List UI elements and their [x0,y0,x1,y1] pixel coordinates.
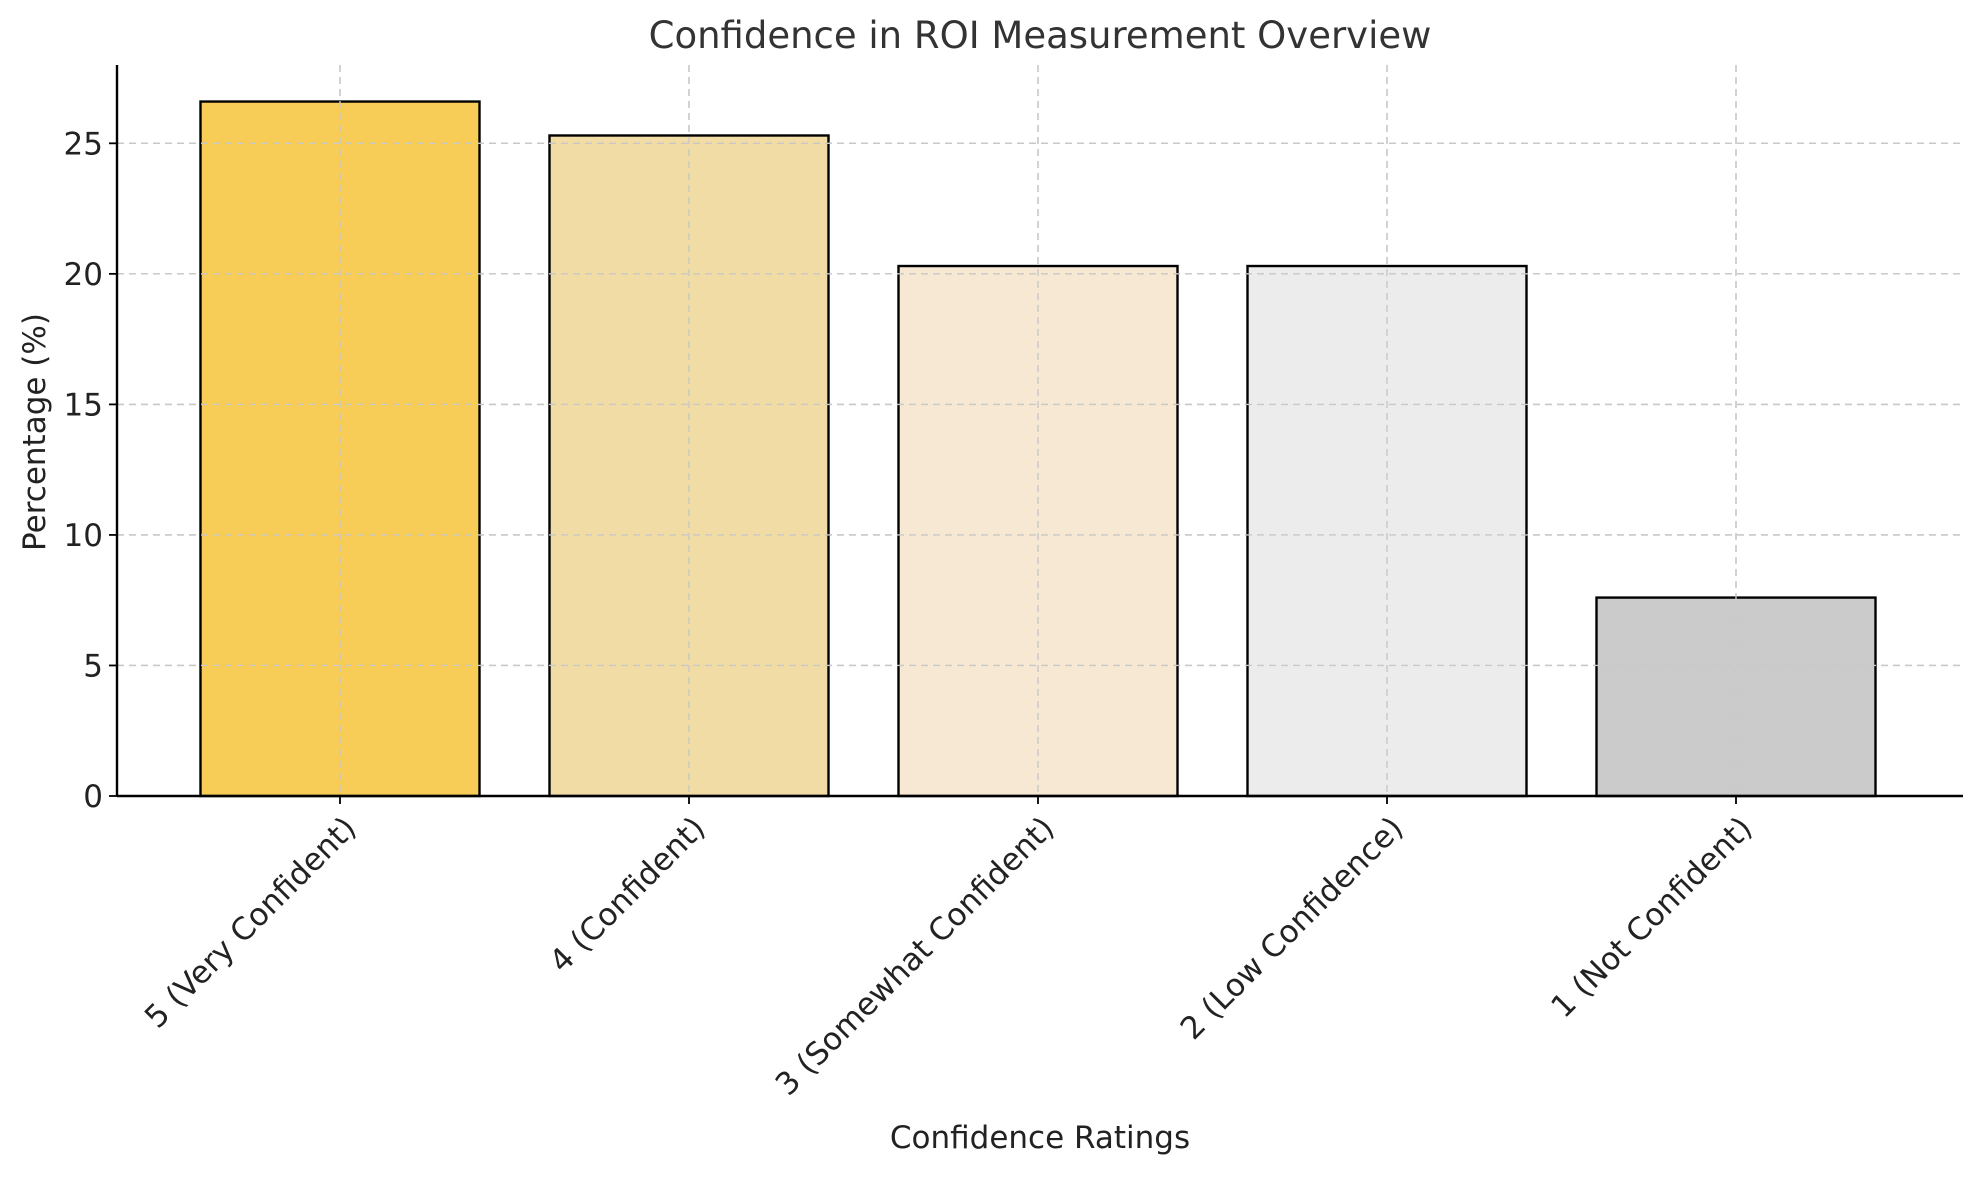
y-tick-label: 20 [64,257,103,293]
bars-layer [117,65,1963,798]
x-tick-label: 3 (Somewhat Confident) [769,810,1062,1103]
x-axis-label: Confidence Ratings [890,1120,1190,1156]
y-tick-label: 15 [64,387,103,423]
y-tick-label: 25 [64,126,103,162]
x-tick-label: 5 (Very Confident) [138,810,364,1036]
y-axis-label: Percentage (%) [17,313,53,551]
x-tick-label: 4 (Confident) [543,810,713,980]
x-tick-label: 2 (Low Confidence) [1174,810,1411,1047]
axes-layer [115,65,1963,798]
chart-title: Confidence in ROI Measurement Overview [649,14,1432,57]
x-tick-label: 1 (Not Confident) [1544,810,1759,1025]
y-tick-label: 10 [64,518,103,554]
y-tick-label: 0 [83,779,103,815]
y-tick-label: 5 [83,648,103,684]
